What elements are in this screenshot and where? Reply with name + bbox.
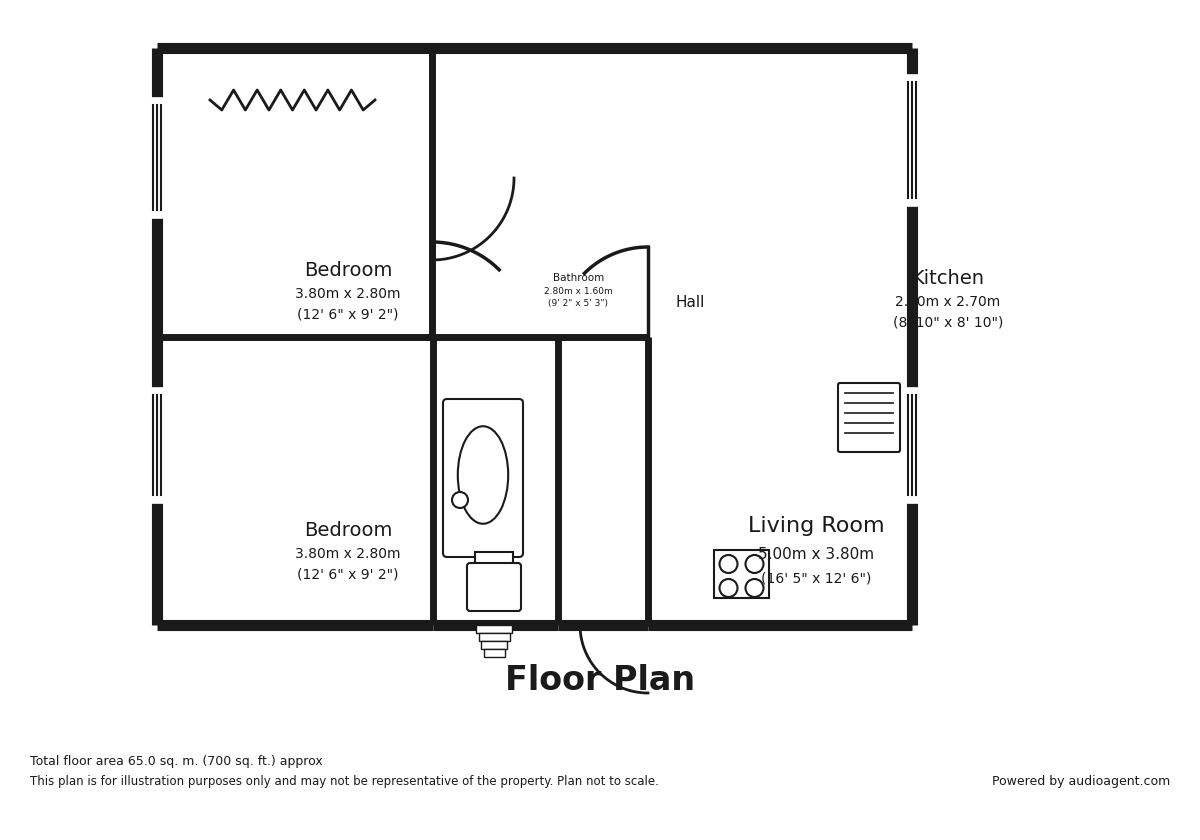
Text: Bedroom: Bedroom	[304, 521, 392, 540]
Circle shape	[720, 579, 738, 597]
Text: Bathroom: Bathroom	[553, 273, 604, 283]
FancyBboxPatch shape	[838, 383, 900, 452]
Text: 2.70m x 2.70m: 2.70m x 2.70m	[895, 296, 1001, 309]
Text: (16' 5" x 12' 6"): (16' 5" x 12' 6")	[761, 571, 871, 585]
Text: 2.80m x 1.60m: 2.80m x 1.60m	[544, 287, 613, 297]
Text: 3.80m x 2.80m: 3.80m x 2.80m	[295, 548, 401, 561]
FancyBboxPatch shape	[467, 563, 521, 611]
Bar	[481, 641, 508, 649]
Text: 3.80m x 2.80m: 3.80m x 2.80m	[295, 287, 401, 301]
Text: Powered by audioagent.com: Powered by audioagent.com	[991, 775, 1170, 789]
Text: Living Room: Living Room	[748, 517, 884, 537]
Text: Kitchen: Kitchen	[912, 269, 984, 288]
Bar	[476, 625, 512, 633]
FancyBboxPatch shape	[443, 399, 523, 557]
Circle shape	[720, 555, 738, 573]
Text: Hall: Hall	[676, 295, 704, 310]
Text: Total floor area 65.0 sq. m. (700 sq. ft.) approx: Total floor area 65.0 sq. m. (700 sq. ft…	[30, 755, 323, 769]
Text: (12' 6" x 9' 2"): (12' 6" x 9' 2")	[298, 567, 398, 581]
Text: This plan is for illustration purposes only and may not be representative of the: This plan is for illustration purposes o…	[30, 775, 659, 789]
Text: (8' 10" x 8' 10"): (8' 10" x 8' 10")	[893, 315, 1003, 329]
Text: (12' 6" x 9' 2"): (12' 6" x 9' 2")	[298, 307, 398, 321]
Bar	[714, 550, 769, 598]
Text: Bedroom: Bedroom	[304, 260, 392, 280]
Text: 5.00m x 3.80m: 5.00m x 3.80m	[758, 547, 874, 562]
Ellipse shape	[458, 426, 509, 524]
Bar	[484, 649, 504, 657]
Circle shape	[745, 579, 763, 597]
Circle shape	[452, 492, 468, 508]
Circle shape	[745, 555, 763, 573]
Text: Floor Plan: Floor Plan	[505, 664, 695, 696]
Text: (9' 2" x 5' 3"): (9' 2" x 5' 3")	[548, 299, 608, 308]
Bar	[479, 633, 510, 641]
Bar	[475, 552, 514, 566]
